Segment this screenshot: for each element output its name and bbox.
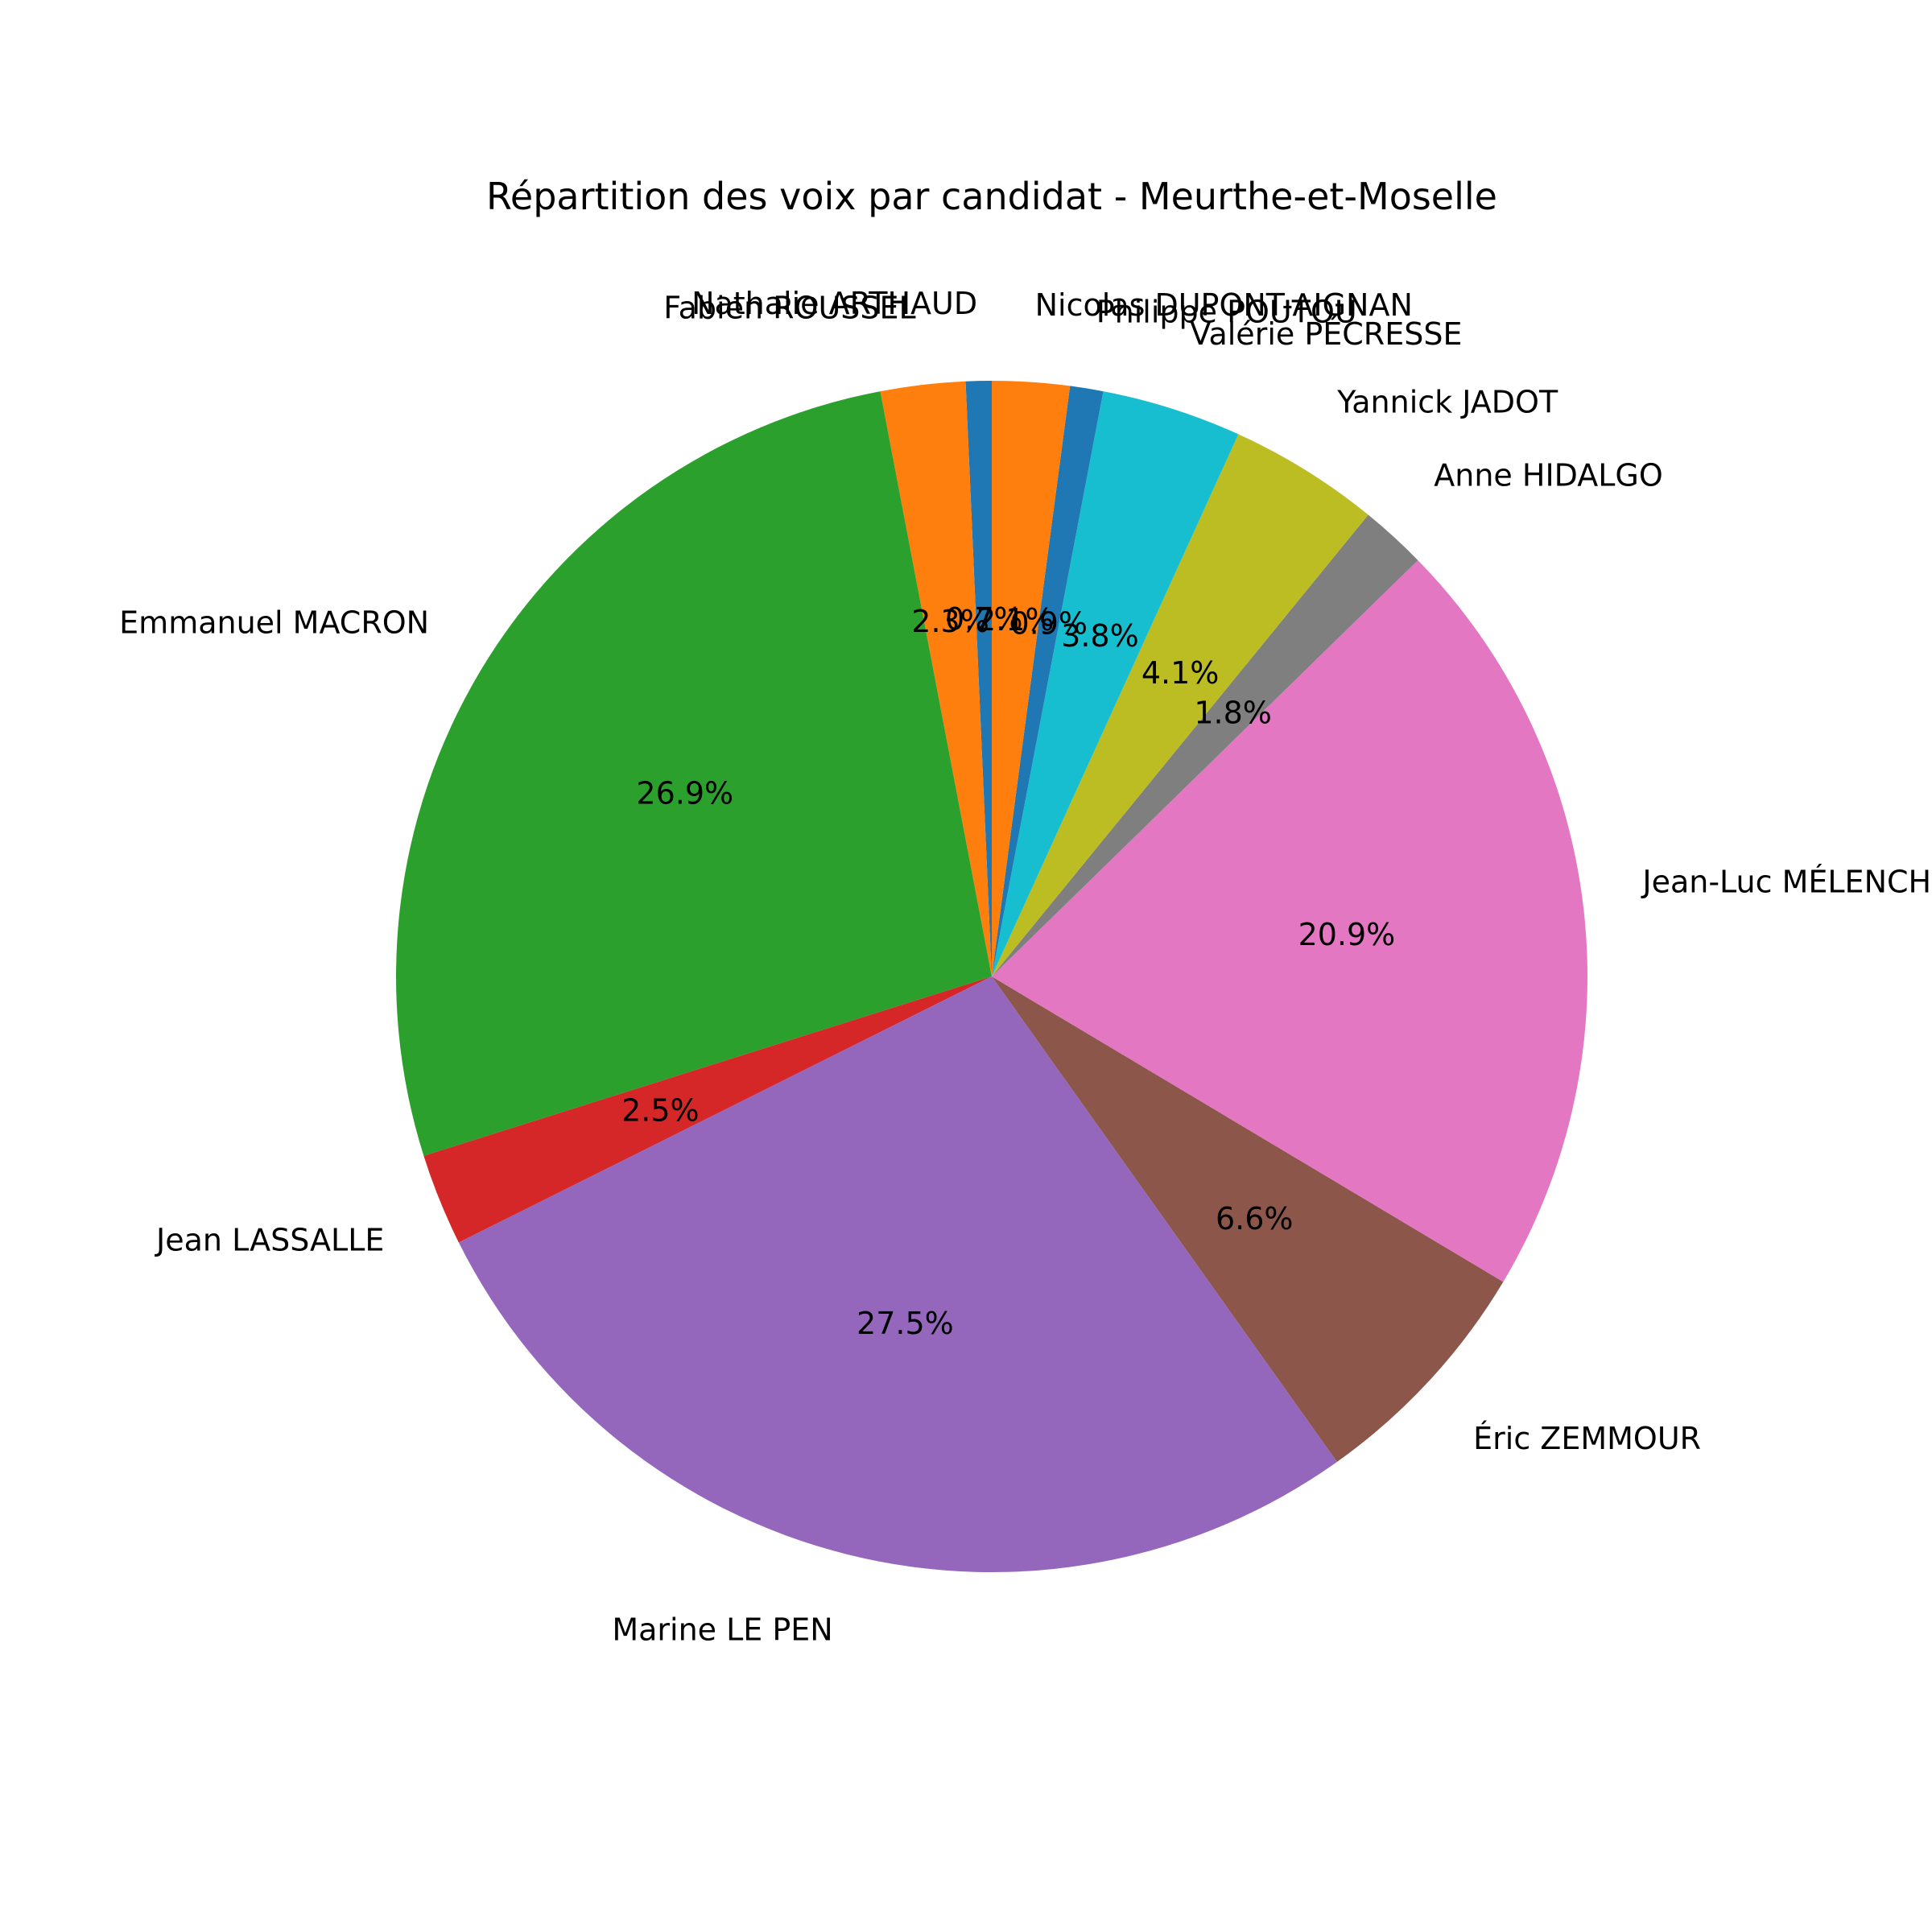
slice-label-yannick-jadot: Yannick JADOT [1336,384,1558,419]
percent-label-jean-lassalle: 2.5% [621,1093,700,1129]
pie-slice-jean-luc-melenchon [992,559,1587,1282]
pie-slice-fabien-roussel [880,381,992,977]
percent-label-marine-le-pen: 27.5% [857,1306,954,1341]
slices-layer [396,380,1587,1573]
slice-label-valerie-pecresse: Valérie PÉCRESSE [1190,316,1462,352]
slice-label-eric-zemmour: Éric ZEMMOUR [1473,1421,1701,1456]
chart-title: Répartition des voix par candidat - Meur… [486,175,1497,218]
percent-labels-layer: 0.7%2.3% 26.9% 2.5% 27.5% 6.6% 20.9% 1.8% 4.1%3… [621,601,1395,1341]
percent-label-anne-hidalgo: 1.8% [1194,695,1272,730]
pie-slice-jean-lassalle [423,976,992,1243]
pie-slice-emmanuel-macron [396,391,993,1156]
slice-label-fabien-roussel: Fabien ROUSSEL [663,290,915,325]
percent-label-emmanuel-macron: 26.9% [636,775,733,811]
percent-label-jean-luc-melenchon: 20.9% [1298,917,1396,952]
slice-label-marine-le-pen: Marine LE PEN [612,1612,832,1648]
pie-slice-eric-zemmour [992,976,1504,1463]
pie-slice-valerie-pecresse [992,391,1239,977]
pie-slice-nicolas-dupont-aignan [992,381,1071,976]
pie-slice-philippe-poutou [992,386,1104,976]
slice-label-nicolas-dupont-aignan: Nicolas DUPONT-AIGNAN [1035,287,1413,323]
percent-label-yannick-jadot: 4.1% [1141,655,1220,691]
slice-label-nathalie-arthaud: Nathalie ARTHAUD [691,286,977,321]
pie-slice-nathalie-arthaud [965,380,992,976]
percent-label-valerie-pecresse: 3.8% [1061,618,1139,654]
percent-label-fabien-roussel: 2.3% [911,604,989,639]
slice-label-philippe-poutou: Philippe POUTOU [1096,294,1357,329]
slice-label-jean-lassalle: Jean LASSALLE [155,1222,384,1257]
pie-slice-anne-hidalgo [992,514,1418,976]
pie-slice-marine-le-pen [458,976,1337,1573]
percent-label-nicolas-dupont-aignan: 2.1% [976,602,1055,638]
slice-label-anne-hidalgo: Anne HIDALGO [1434,457,1663,493]
percent-label-eric-zemmour: 6.6% [1216,1201,1294,1236]
pie-slice-yannick-jadot [992,434,1368,976]
slice-label-emmanuel-macron: Emmanuel MACRON [119,605,429,641]
percent-label-philippe-poutou: 0.9% [1009,606,1088,642]
slice-label-jean-luc-melenchon: Jean-Luc MÉLENCHON [1641,864,1932,899]
percent-label-nathalie-arthaud: 0.7% [945,601,1023,637]
